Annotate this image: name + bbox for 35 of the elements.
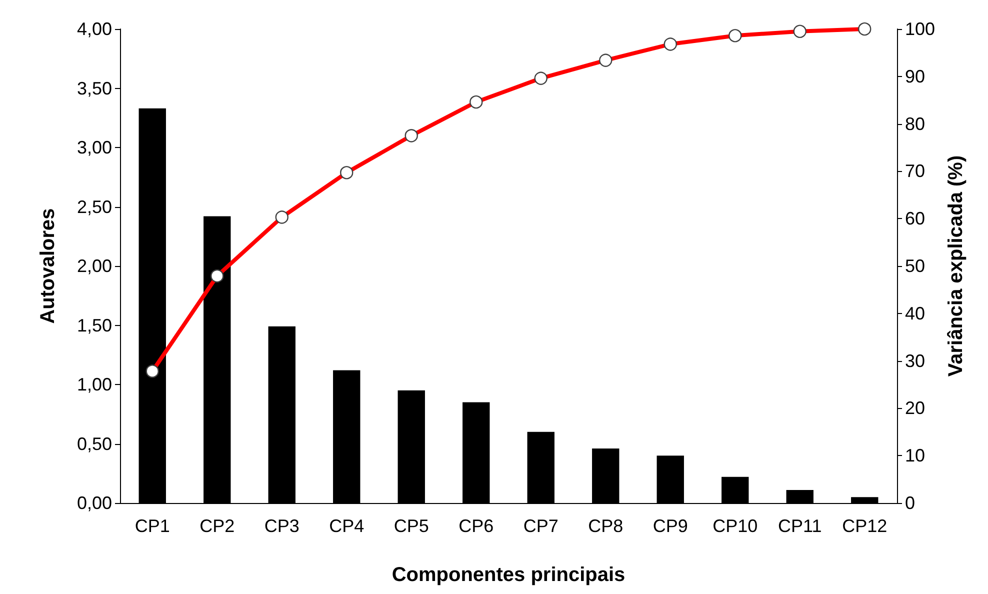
y2-tick-label: 0: [905, 493, 916, 513]
x-tick-label: CP2: [200, 516, 235, 536]
y2-tick-label: 60: [905, 208, 926, 229]
y-tick-label: 3,50: [76, 78, 112, 98]
x-tick-label: CP8: [588, 516, 624, 536]
y-tick-label: 1,50: [76, 315, 112, 336]
y-tick-label: 3,00: [76, 138, 112, 158]
y-tick-label: 2,50: [76, 196, 112, 217]
x-tick-label: CP6: [458, 516, 494, 536]
y2-tick-label: 70: [905, 161, 926, 182]
y2-tick-label: 40: [905, 303, 926, 324]
y-axis-title: Autovalores: [37, 208, 59, 324]
y2-tick-label: 30: [905, 350, 926, 371]
x-tick-label: CP4: [329, 516, 364, 536]
y-tick-label: 0,00: [76, 493, 112, 513]
x-tick-label: CP10: [712, 516, 758, 536]
y2-tick-label: 100: [905, 19, 936, 39]
x-tick-label: CP5: [394, 516, 429, 536]
y-tick-label: 1,00: [76, 374, 112, 394]
y2-tick-label: 10: [905, 446, 926, 466]
y-tick-label: 4,00: [76, 19, 112, 39]
x-tick-label: CP12: [842, 516, 888, 536]
x-tick-label: CP3: [264, 516, 300, 536]
y2-tick-label: 90: [905, 66, 926, 86]
x-tick-label: CP11: [778, 516, 822, 536]
y2-tick-label: 20: [905, 398, 926, 418]
y-tick-label: 2,00: [76, 256, 112, 276]
y-tick-label: 0,50: [76, 434, 112, 454]
x-axis-title: Componentes principais: [392, 564, 626, 586]
y2-tick-label: 80: [905, 114, 926, 134]
x-tick-label: CP7: [523, 516, 558, 536]
x-tick-label: CP1: [134, 516, 170, 536]
x-tick-label: CP9: [652, 516, 688, 536]
y2-tick-label: 50: [905, 256, 926, 276]
y2-axis-title: Variância explicada (%): [944, 155, 967, 377]
